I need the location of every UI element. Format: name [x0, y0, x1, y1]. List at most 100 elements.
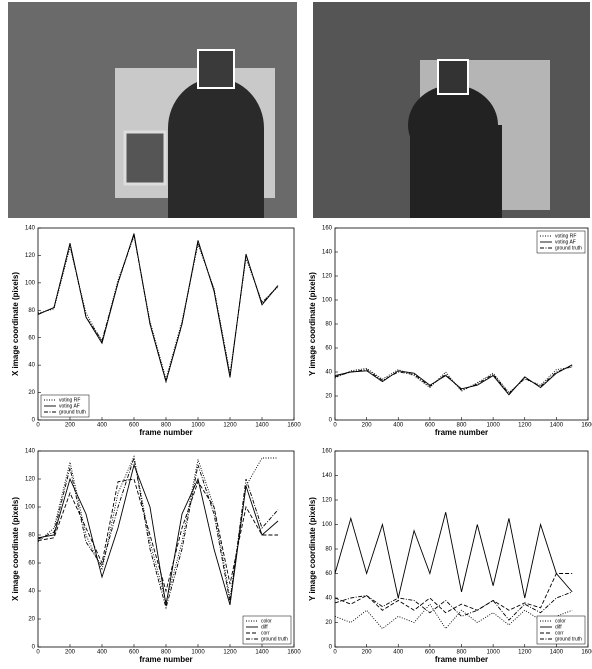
y-axis-label: Y image coordinate (pixels) — [308, 272, 317, 376]
x-tick-label: 0 — [333, 650, 337, 656]
x-tick-label: 200 — [362, 423, 373, 429]
x-tick-label: 200 — [362, 650, 373, 656]
x-tick-label: 1400 — [255, 423, 269, 429]
y-tick-label: 100 — [25, 505, 36, 511]
x-axis-label: frame number — [435, 655, 488, 664]
legend-label: color — [261, 618, 272, 624]
x-tick-label: 1600 — [581, 650, 592, 656]
y-tick-label: 80 — [28, 308, 35, 314]
y-tick-label: 60 — [325, 346, 332, 352]
x-tick-label: 1200 — [518, 650, 532, 656]
legend-label: voting RF — [59, 397, 80, 403]
legend-label: color — [555, 618, 566, 624]
x-tick-label: 600 — [129, 423, 140, 429]
series-line — [37, 463, 279, 606]
x-tick-label: 1400 — [550, 423, 564, 429]
x-tick-label: 1200 — [223, 650, 237, 656]
series-line — [334, 364, 573, 396]
legend-label: voting AF — [59, 403, 80, 409]
x-axis-label: frame number — [435, 428, 488, 437]
y-tick-label: 40 — [325, 370, 332, 376]
y-tick-label: 20 — [28, 617, 35, 623]
x-tick-label: 1400 — [255, 650, 269, 656]
legend-label: ground truth — [261, 636, 288, 642]
camera-frame-right — [313, 2, 590, 218]
x-tick-label: 0 — [36, 423, 40, 429]
series-line — [334, 366, 573, 394]
y-tick-label: 160 — [322, 226, 333, 232]
y-tick-label: 40 — [325, 596, 332, 602]
x-tick-label: 800 — [161, 650, 172, 656]
y-tick-label: 60 — [325, 571, 332, 577]
x-axis-label: frame number — [139, 655, 192, 664]
y-tick-label: 140 — [322, 473, 333, 479]
legend-label: voting AF — [555, 239, 576, 245]
series-line — [37, 233, 279, 384]
x-tick-label: 800 — [456, 423, 467, 429]
x-axis-label: frame number — [139, 428, 192, 437]
x-tick-label: 400 — [97, 423, 108, 429]
x-tick-label: 1600 — [581, 423, 592, 429]
series-line — [37, 457, 279, 610]
y-axis-label: Y image coordinate (pixels) — [308, 497, 317, 601]
x-tick-label: 1000 — [191, 650, 205, 656]
legend-label: ground truth — [59, 409, 86, 415]
series-line — [334, 365, 573, 395]
x-tick-label: 1400 — [550, 650, 564, 656]
y-tick-label: 80 — [325, 322, 332, 328]
y-tick-label: 120 — [322, 274, 333, 280]
y-tick-label: 60 — [28, 335, 35, 341]
x-tick-label: 1600 — [287, 650, 301, 656]
x-tick-label: 1600 — [287, 423, 301, 429]
series-line — [334, 591, 573, 621]
x-tick-label: 200 — [65, 650, 76, 656]
y-tick-label: 100 — [322, 298, 333, 304]
y-tick-label: 140 — [322, 250, 333, 256]
y-tick-label: 20 — [28, 390, 35, 396]
x-tick-label: 1000 — [191, 423, 205, 429]
y-tick-label: 0 — [329, 418, 333, 424]
legend-label: diff — [261, 624, 268, 630]
x-tick-label: 600 — [425, 423, 436, 429]
y-tick-label: 60 — [28, 561, 35, 567]
legend-label: voting RF — [555, 233, 576, 239]
x-tick-label: 1200 — [518, 423, 532, 429]
y-tick-label: 40 — [28, 363, 35, 369]
y-axis-label: X image coordinate (pixels) — [11, 497, 20, 601]
y-tick-label: 120 — [25, 477, 36, 483]
x-tick-label: 600 — [425, 650, 436, 656]
y-tick-label: 80 — [325, 547, 332, 553]
x-tick-label: 400 — [97, 650, 108, 656]
legend-label: ground truth — [555, 245, 582, 251]
x-tick-label: 400 — [393, 423, 404, 429]
legend-box — [536, 230, 586, 254]
legend-label: diff — [555, 624, 562, 630]
legend-label: ground truth — [555, 636, 582, 642]
x-tick-label: 400 — [393, 650, 404, 656]
x-tick-label: 800 — [161, 423, 172, 429]
y-tick-label: 120 — [25, 253, 36, 259]
plot-frame — [334, 227, 589, 421]
x-tick-label: 200 — [65, 423, 76, 429]
x-tick-label: 0 — [36, 650, 40, 656]
y-tick-label: 160 — [322, 449, 333, 455]
x-tick-label: 600 — [129, 650, 140, 656]
y-tick-label: 100 — [322, 522, 333, 528]
series-line — [334, 603, 573, 630]
x-tick-label: 800 — [456, 650, 467, 656]
legend-box — [40, 394, 90, 418]
series-line — [37, 234, 279, 384]
x-tick-label: 1000 — [486, 423, 500, 429]
y-tick-label: 100 — [25, 280, 36, 286]
y-tick-label: 20 — [325, 620, 332, 626]
camera-frame-left — [8, 2, 297, 218]
y-tick-label: 120 — [322, 498, 333, 504]
y-tick-label: 0 — [32, 418, 36, 424]
y-axis-label: X image coordinate (pixels) — [11, 272, 20, 376]
series-line — [37, 234, 279, 381]
x-tick-label: 1000 — [486, 650, 500, 656]
series-line — [37, 478, 278, 593]
x-tick-label: 0 — [333, 423, 337, 429]
x-tick-label: 1200 — [223, 423, 237, 429]
